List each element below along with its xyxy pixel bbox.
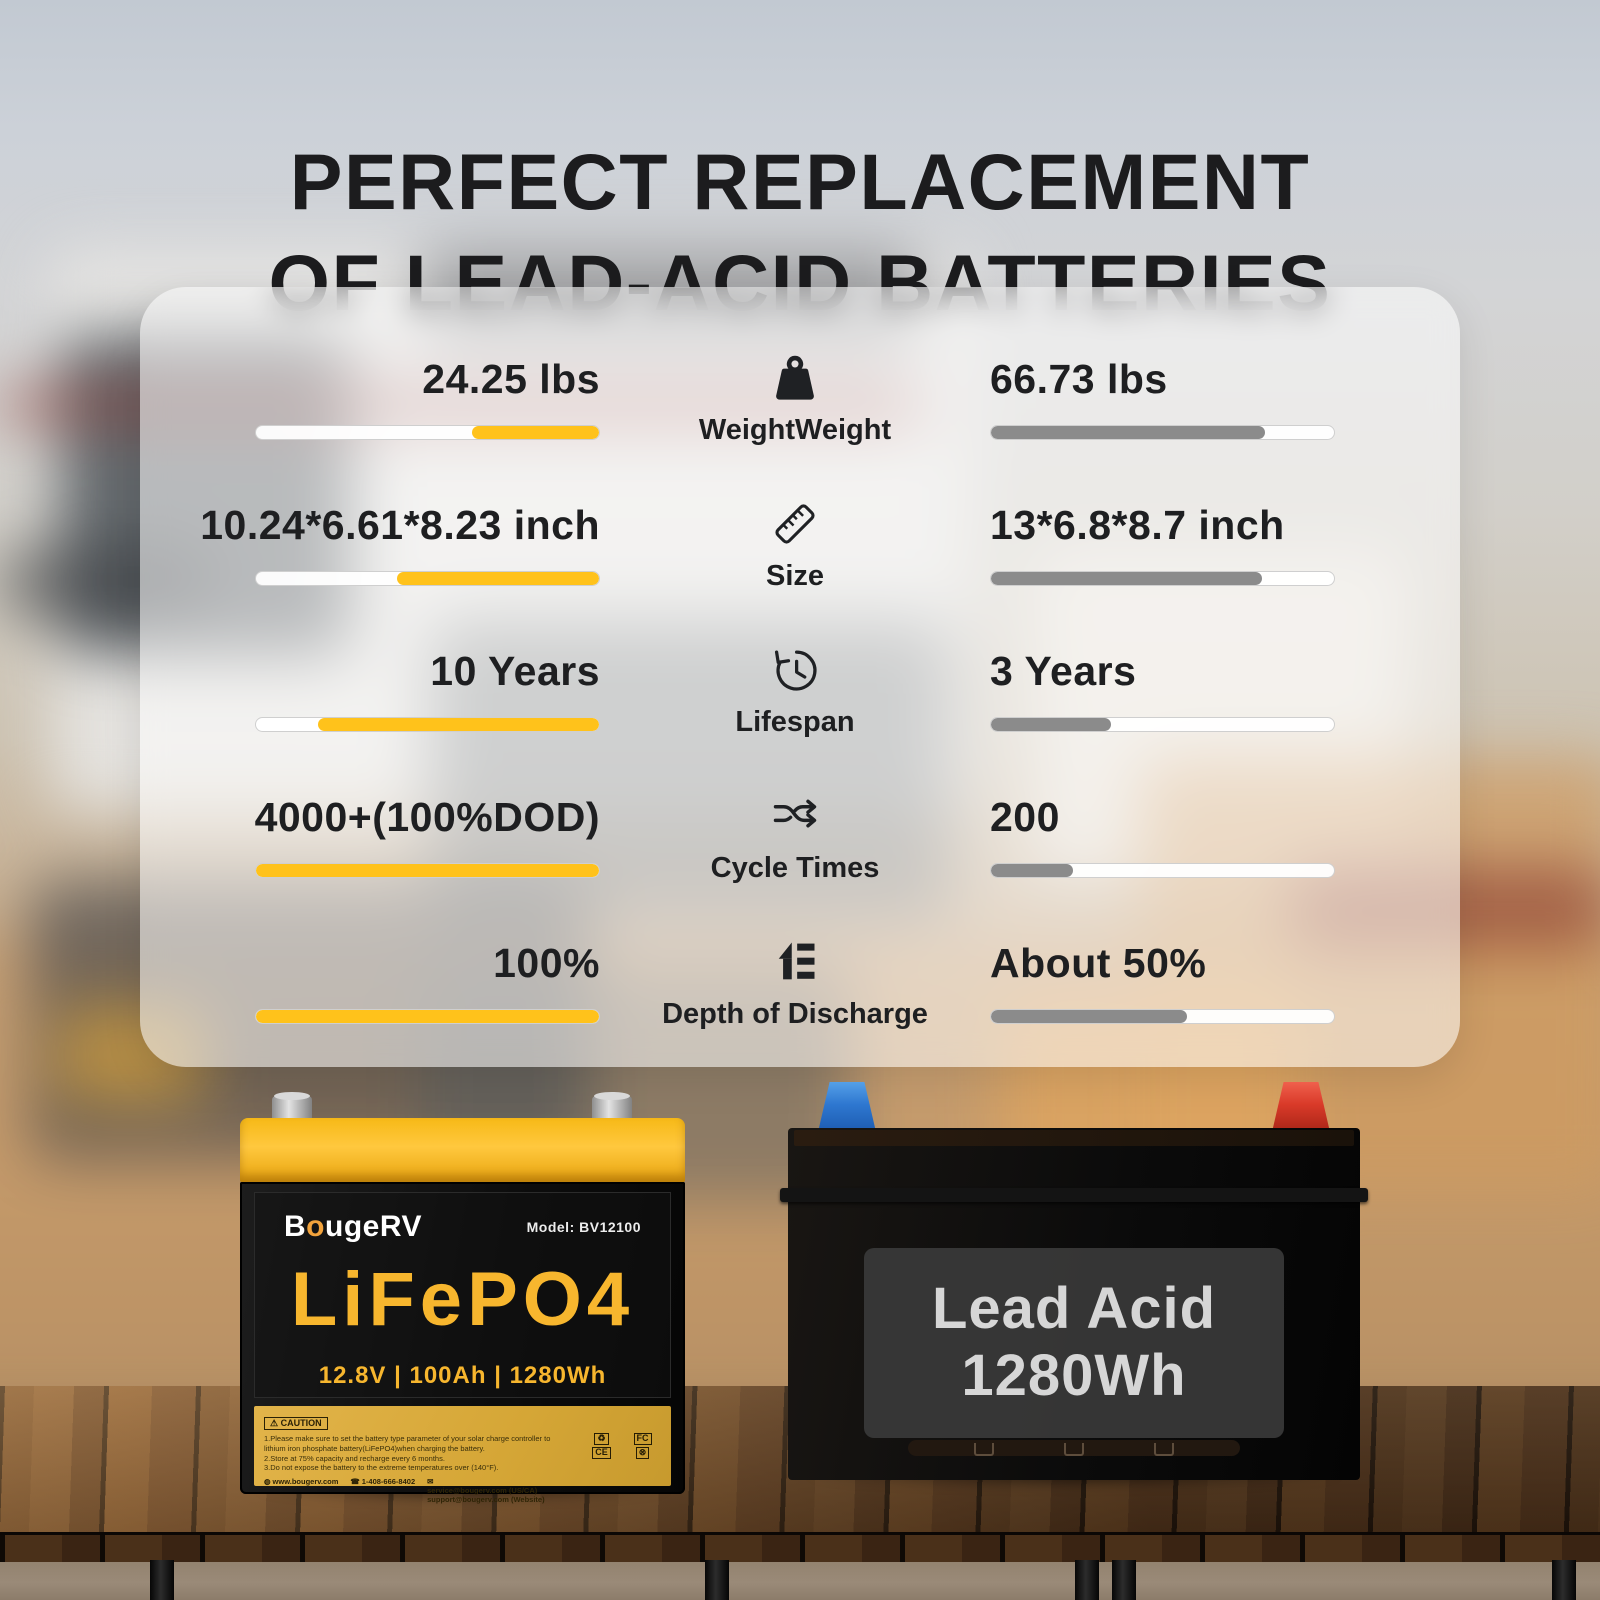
lead-acid-label-panel: Lead Acid 1280Wh bbox=[864, 1248, 1284, 1438]
caution-line-3: 3.Do not expose the battery to the extre… bbox=[264, 1463, 499, 1473]
lead-acid-capacity: 1280Wh bbox=[961, 1343, 1187, 1408]
lead-acid-weight-value: 66.73 lbs bbox=[990, 356, 1168, 402]
lead-acid-weight-bar-fill bbox=[991, 426, 1266, 439]
lead-acid-dod-bar-track bbox=[990, 1009, 1335, 1024]
globe-icon: ◍ bbox=[264, 1477, 271, 1486]
lifepo4-dod-bar-fill bbox=[256, 1010, 599, 1023]
bougerv-logo: BougeRV bbox=[284, 1210, 422, 1243]
phone-icon: ☎ bbox=[350, 1477, 360, 1486]
table-leg bbox=[705, 1560, 729, 1600]
fcc-mark: FC bbox=[633, 1433, 652, 1445]
table-front-edge bbox=[0, 1532, 1600, 1565]
lifepo4-cycle-bar-fill bbox=[256, 864, 599, 877]
lead-acid-name: Lead Acid bbox=[931, 1276, 1217, 1342]
lead-acid-battery: Lead Acid 1280Wh bbox=[780, 1082, 1368, 1488]
lead-acid-positive-terminal bbox=[1272, 1082, 1330, 1132]
lifepo4-dod-value: 100% bbox=[493, 940, 600, 986]
lifepo4-label-panel bbox=[254, 1192, 671, 1398]
caution-line-2: 2.Store at 75% capacity and recharge eve… bbox=[264, 1453, 445, 1463]
table-leg bbox=[1075, 1560, 1099, 1600]
title-line-1: PERFECT REPLACEMENT bbox=[289, 136, 1311, 226]
lifepo4-weight-bar-fill bbox=[472, 426, 599, 439]
table-leg bbox=[1552, 1560, 1576, 1600]
shuffle-icon bbox=[767, 788, 823, 844]
ce-mark: CE bbox=[592, 1447, 611, 1459]
lead-acid-cycle-bar-fill bbox=[991, 864, 1074, 877]
metric-label-lifespan: Lifespan bbox=[735, 705, 855, 738]
envelope-icon: ✉ bbox=[427, 1477, 434, 1486]
lifepo4-size-value: 10.24*6.61*8.23 inch bbox=[200, 502, 600, 548]
lead-acid-flange bbox=[780, 1188, 1368, 1202]
under-table-background bbox=[0, 1562, 1600, 1600]
lifepo4-yellow-lid bbox=[240, 1118, 685, 1182]
lead-acid-top-face bbox=[794, 1130, 1354, 1146]
lifepo4-body: BougeRV Model: BV12100 LiFePO4 12.8V | 1… bbox=[240, 1182, 685, 1504]
model-number: Model: BV12100 bbox=[526, 1219, 641, 1235]
lead-acid-lifespan-bar-track bbox=[990, 717, 1335, 732]
lead-acid-dod-value: About 50% bbox=[990, 940, 1207, 986]
phone-contact: ☎ 1-408-666-8402 bbox=[350, 1477, 416, 1486]
lead-acid-size-bar-fill bbox=[991, 572, 1262, 585]
discharge-icon bbox=[767, 934, 823, 990]
handle-clip bbox=[1154, 1443, 1174, 1456]
ruler-icon bbox=[767, 496, 823, 552]
weight-icon bbox=[767, 350, 823, 406]
comparison-card: 24.25 lbs WeightWeight 66.73 lbs 10. bbox=[140, 287, 1460, 1067]
lead-acid-size-value: 13*6.8*8.7 inch bbox=[990, 502, 1285, 548]
lead-acid-size-bar-track bbox=[990, 571, 1335, 586]
metric-label-weight: WeightWeight bbox=[698, 413, 892, 446]
lifepo4-cycle-bar-track bbox=[255, 863, 600, 878]
certification-marks: ♻ FC CE ⊗ bbox=[583, 1413, 661, 1479]
handle-clip bbox=[974, 1443, 994, 1456]
lifepo4-battery: BougeRV Model: BV12100 LiFePO4 12.8V | 1… bbox=[240, 1092, 685, 1504]
comparison-row-cycle-times: 4000+(100%DOD) Cycle Times 200 bbox=[140, 763, 1460, 909]
website-contact: ◍ www.bougerv.com bbox=[264, 1477, 339, 1486]
metric-label-cycle-times: Cycle Times bbox=[710, 851, 880, 884]
email-contact: ✉ service@bougerv.com (US/CA) support@boug… bbox=[427, 1477, 545, 1504]
lifepo4-lifespan-bar-fill bbox=[317, 718, 599, 731]
lifepo4-weight-bar-track bbox=[255, 425, 600, 440]
caution-label: ⚠ CAUTION 1.Please make sure to set the … bbox=[254, 1406, 671, 1504]
recycle-icon: ♻ bbox=[594, 1433, 609, 1445]
lifepo4-product-name: LiFePO4 bbox=[290, 1257, 635, 1342]
lifepo4-dod-bar-track bbox=[255, 1009, 600, 1024]
lead-acid-weight-bar-track bbox=[990, 425, 1335, 440]
lead-acid-cycle-value: 200 bbox=[990, 794, 1060, 840]
lead-acid-lifespan-value: 3 Years bbox=[990, 648, 1137, 694]
metric-label-size: Size bbox=[765, 559, 825, 592]
lifepo4-cycle-value: 4000+(100%DOD) bbox=[254, 794, 600, 840]
lead-acid-body: Lead Acid 1280Wh bbox=[780, 1128, 1368, 1480]
lead-acid-lifespan-bar-fill bbox=[991, 718, 1112, 731]
lifepo4-lifespan-bar-track bbox=[255, 717, 600, 732]
comparison-row-size: 10.24*6.61*8.23 inch Size 13*6.8*8.7 inc… bbox=[140, 471, 1460, 617]
metric-label-depth-of-discharge: Depth of Discharge bbox=[662, 997, 928, 1030]
handle-clip bbox=[1064, 1443, 1084, 1456]
lifepo4-weight-value: 24.25 lbs bbox=[422, 356, 600, 402]
caution-badge: ⚠ CAUTION bbox=[264, 1417, 328, 1430]
lifepo4-lifespan-value: 10 Years bbox=[430, 648, 600, 694]
lifepo4-specs: 12.8V | 100Ah | 1280Wh bbox=[318, 1362, 607, 1389]
table-leg bbox=[1112, 1560, 1136, 1600]
lead-acid-cycle-bar-track bbox=[990, 863, 1335, 878]
comparison-row-weight: 24.25 lbs WeightWeight 66.73 lbs bbox=[140, 325, 1460, 471]
table-leg bbox=[150, 1560, 174, 1600]
lead-acid-dod-bar-fill bbox=[991, 1010, 1187, 1023]
lifespan-clock-icon bbox=[767, 642, 823, 698]
lead-acid-handle-groove bbox=[908, 1440, 1240, 1456]
comparison-row-lifespan: 10 Years Lifespan 3 Years bbox=[140, 617, 1460, 763]
caution-line-1: 1.Please make sure to set the battery ty… bbox=[264, 1434, 551, 1453]
comparison-row-depth-of-discharge: 100% Depth of Discharge About 50% bbox=[140, 909, 1460, 1055]
weee-mark: ⊗ bbox=[635, 1447, 650, 1459]
lifepo4-size-bar-fill bbox=[396, 572, 599, 585]
lifepo4-size-bar-track bbox=[255, 571, 600, 586]
lead-acid-negative-terminal bbox=[818, 1082, 876, 1132]
